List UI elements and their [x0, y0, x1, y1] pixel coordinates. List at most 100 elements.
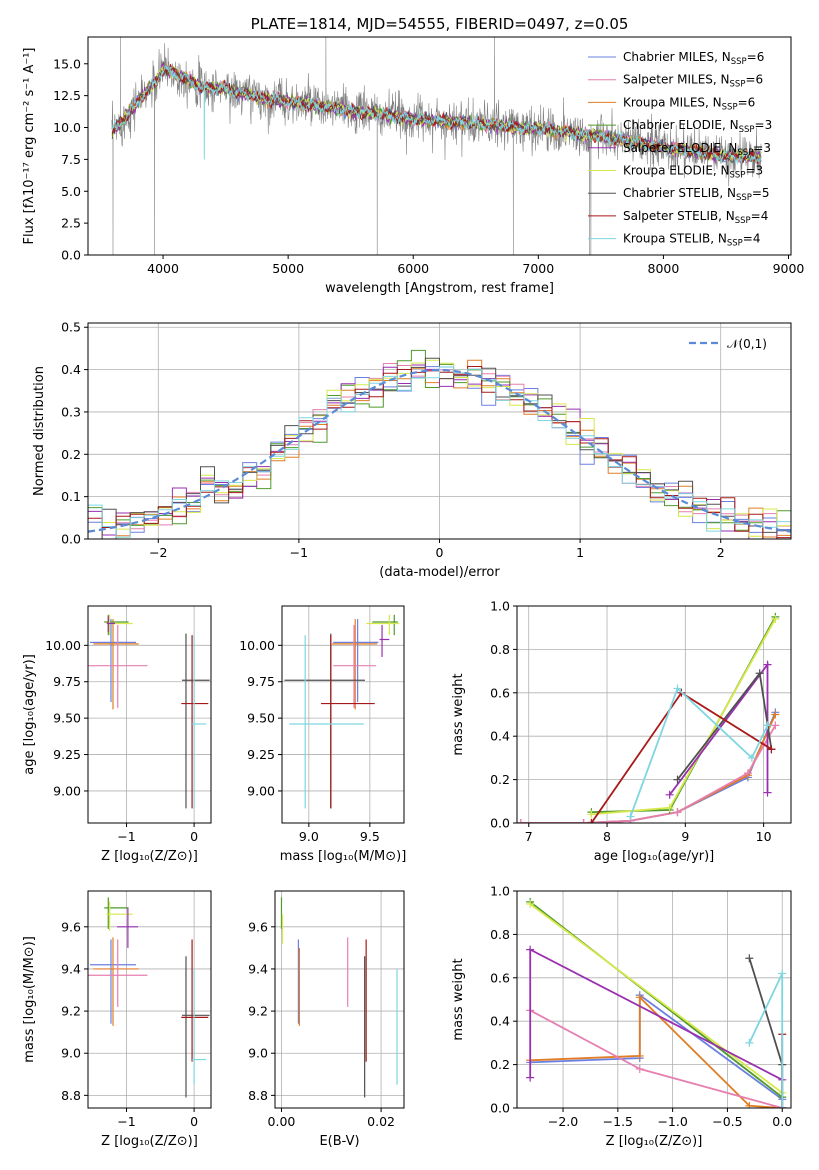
- point-kroupa-elodie: [366, 614, 400, 636]
- panel-age-vs-z: −1 0 9.00 9.25 9.50 9.75 10.00 Z [log₁₀(Z/Z⊙)] a…: [22, 605, 212, 864]
- series-salpeter-miles: [517, 721, 780, 823]
- y-tick-label: 0.5: [61, 320, 81, 335]
- x-tick-label: −1: [117, 1114, 135, 1129]
- series-marker: [763, 660, 772, 669]
- series-marker: [745, 1101, 754, 1108]
- series-marker: [673, 684, 682, 693]
- series-marker: [526, 945, 535, 954]
- x-tick-label: 7000: [522, 261, 554, 276]
- x-axis-label: wavelength [Angstrom, rest frame]: [325, 281, 554, 296]
- y-axis-label: age [log₁₀(age/yr)]: [22, 654, 37, 775]
- series-marker: [587, 819, 596, 823]
- axes-frame: [516, 605, 792, 824]
- panel-residuals: 𝒩(0,1) −2 −1 0 1 2 0.0 0.1 0.2 0.3 0.4 0.5 (data-mod…: [32, 320, 792, 580]
- series-marker: [743, 769, 752, 778]
- x-tick-label: 0: [190, 829, 198, 844]
- series-marker: [635, 1051, 644, 1060]
- legend-label: Kroupa STELIB, NSSP=4: [623, 232, 761, 249]
- x-tick-label: 0: [436, 545, 444, 560]
- legend: 𝒩(0,1): [689, 337, 767, 351]
- y-tick-label: 0.4: [490, 1014, 510, 1029]
- x-tick-label: 0.02: [367, 1114, 395, 1129]
- x-axis-label: age [log₁₀(age/yr)]: [594, 849, 715, 864]
- plot-area: [88, 891, 211, 1108]
- y-tick-label: 0.8: [490, 642, 510, 657]
- series-chabrier-stelib: [673, 669, 776, 784]
- plot-area: [517, 891, 791, 1108]
- y-tick-label: 8.8: [248, 1088, 268, 1103]
- series-line: [529, 901, 783, 1098]
- axes-frame: [281, 605, 405, 824]
- series-marker: [745, 1038, 754, 1047]
- series-salpeter-miles: [526, 1006, 787, 1108]
- y-tick-label: 10.00: [239, 638, 275, 653]
- panel-mass-weight-vs-z: −2.0 −1.5 −1.0 −0.5 0.0 0.0 0.2 0.4 0.6 0.8 1.0 Z […: [451, 884, 792, 1150]
- y-axis-label: Normed distribution: [32, 366, 47, 496]
- series-kroupa-stelib: [745, 969, 787, 1108]
- chart-title: PLATE=1814, MJD=54555, FIBERID=0497, z=0…: [251, 15, 629, 33]
- axes-frame: [516, 890, 792, 1109]
- point-chabrier-stelib: [284, 633, 365, 809]
- y-tick-label: 9.25: [53, 747, 81, 762]
- y-tick-label: 0.2: [61, 447, 81, 462]
- series-marker: [778, 969, 787, 978]
- x-tick-label: 0.0: [772, 1114, 792, 1129]
- y-tick-label: 15.0: [53, 56, 81, 71]
- y-tick-label: 5.0: [61, 184, 81, 199]
- series-marker: [755, 669, 764, 678]
- x-tick-label: 7: [525, 829, 533, 844]
- point-salpeter-elodie: [117, 907, 139, 948]
- y-tick-label: 9.4: [248, 961, 268, 976]
- y-tick-label: 9.75: [53, 674, 81, 689]
- x-tick-label: 6000: [397, 261, 429, 276]
- gaussian-reference-line: [88, 368, 791, 533]
- y-tick-label: 0.0: [61, 532, 81, 547]
- x-tick-label: 10: [756, 829, 772, 844]
- y-axis-label: mass weight: [451, 958, 466, 1040]
- x-tick-label: 9000: [773, 261, 805, 276]
- series-line: [629, 686, 769, 817]
- y-tick-label: 0.1: [61, 489, 81, 504]
- legend-label: Salpeter STELIB, NSSP=4: [623, 209, 768, 226]
- point-salpeter-elodie: [106, 616, 116, 633]
- panel-mass-weight-vs-age: 7 8 9 10 0.0 0.2 0.4 0.6 0.8 1.0 age [log₁₀(age/yr…: [451, 599, 792, 864]
- y-tick-label: 1.0: [490, 599, 510, 614]
- x-tick-label: −1: [117, 829, 135, 844]
- legend-label: Salpeter MILES, NSSP=6: [623, 73, 763, 90]
- point-chabrier-elodie: [372, 614, 398, 636]
- point-kroupa-stelib: [289, 635, 364, 809]
- point-kroupa-stelib: [192, 635, 207, 809]
- x-tick-label: −1: [290, 545, 308, 560]
- y-axis-label: mass weight: [451, 673, 466, 755]
- y-tick-label: 9.75: [247, 674, 275, 689]
- series-marker: [778, 1104, 787, 1108]
- axes-frame: [87, 36, 792, 256]
- series-marker: [771, 710, 780, 719]
- y-tick-label: 8.8: [61, 1088, 81, 1103]
- y-tick-label: 0.0: [490, 816, 510, 831]
- y-tick-label: 0.3: [61, 404, 81, 419]
- point-kroupa-miles: [93, 619, 139, 710]
- y-tick-label: 0.2: [490, 1057, 510, 1072]
- series-line: [590, 691, 772, 823]
- y-tick-label: 0.0: [490, 1101, 510, 1116]
- panel-mass-vs-z: −1 0 8.8 9.0 9.2 9.4 9.6 Z [log₁₀(Z/Z⊙)] mass [l…: [22, 890, 212, 1149]
- y-tick-label: 9.0: [248, 1046, 268, 1061]
- point-kroupa-elodie: [106, 614, 133, 636]
- y-tick-label: 0.6: [490, 685, 510, 700]
- axes-frame: [87, 605, 212, 824]
- y-tick-label: 9.6: [61, 919, 81, 934]
- point-salpeter-stelib: [321, 635, 375, 809]
- y-tick-label: 9.2: [61, 1004, 81, 1019]
- plot-area: [282, 606, 404, 823]
- point-salpeter-stelib: [181, 939, 209, 1062]
- y-tick-label: 2.5: [61, 216, 81, 231]
- series-line: [591, 618, 777, 816]
- x-axis-label: Z [log₁₀(Z/Z⊙)]: [101, 1134, 198, 1149]
- series-marker: [526, 1073, 535, 1082]
- axes-frame: [274, 890, 405, 1109]
- x-tick-label: 0: [190, 1114, 198, 1129]
- plot-area: [275, 891, 404, 1108]
- x-tick-label: −1.0: [657, 1114, 687, 1129]
- y-tick-label: 9.2: [248, 1004, 268, 1019]
